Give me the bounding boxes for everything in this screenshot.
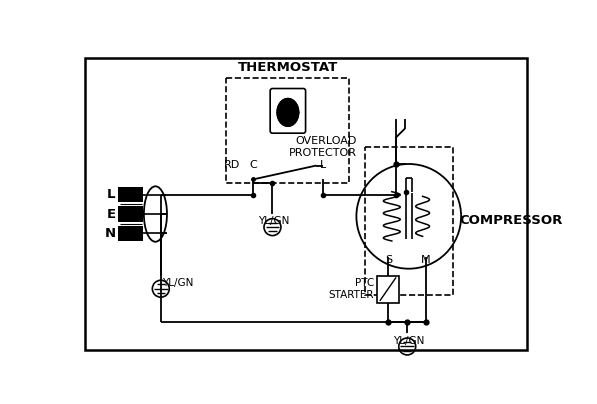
Text: PTC
STARTER: PTC STARTER — [328, 278, 374, 300]
Text: E: E — [106, 208, 115, 221]
Text: COMPRESSOR: COMPRESSOR — [460, 215, 563, 227]
Text: L: L — [319, 160, 325, 170]
Text: RD: RD — [223, 160, 240, 170]
Text: OVERLOAD
PROTECTOR: OVERLOAD PROTECTOR — [289, 136, 357, 158]
FancyBboxPatch shape — [85, 58, 527, 350]
Text: M: M — [421, 255, 430, 265]
FancyBboxPatch shape — [118, 187, 143, 202]
Text: N: N — [104, 227, 115, 240]
Text: THERMOSTAT: THERMOSTAT — [238, 61, 338, 74]
Text: L: L — [107, 188, 115, 201]
Polygon shape — [277, 99, 298, 112]
FancyBboxPatch shape — [270, 88, 306, 133]
Text: YL/GN: YL/GN — [259, 216, 290, 226]
FancyBboxPatch shape — [118, 225, 143, 241]
Text: C: C — [250, 160, 257, 170]
FancyBboxPatch shape — [118, 206, 143, 222]
FancyBboxPatch shape — [377, 276, 399, 303]
Text: YL/GN: YL/GN — [162, 278, 193, 288]
Polygon shape — [277, 112, 298, 126]
Text: S: S — [385, 255, 392, 265]
Text: YL/GN: YL/GN — [393, 336, 424, 346]
